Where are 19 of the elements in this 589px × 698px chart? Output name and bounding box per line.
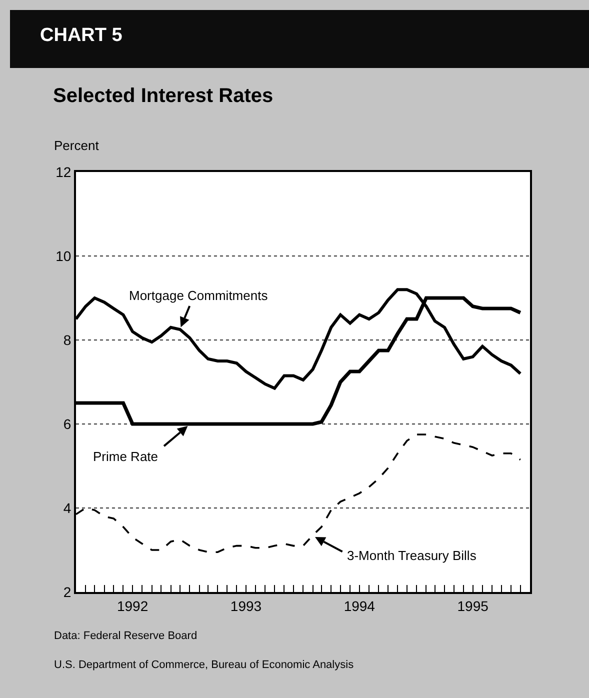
x-tick-label: 1995	[457, 598, 489, 614]
text: U.S. Department of Commerce, Bureau of Economic Analysis	[54, 659, 354, 671]
caption: CHART 5	[40, 25, 122, 47]
x-tick-label: 1994	[344, 598, 376, 614]
y-tick-label: 12	[56, 164, 72, 180]
header-banner: CHART 5	[10, 10, 589, 68]
y-tick-label: 10	[56, 248, 72, 264]
y-tick-label: 4	[63, 500, 72, 516]
x-tick-label: 1992	[116, 598, 148, 614]
text: 3-Month Treasury Bills	[347, 548, 477, 563]
x-tick-label: 1993	[230, 598, 262, 614]
chart-title: Selected Interest Rates	[53, 85, 274, 108]
text: Data: Federal Reserve Board	[54, 630, 198, 642]
y-tick-label: 6	[63, 416, 72, 432]
series-label: Mortgage Commitments	[129, 288, 268, 303]
y-axis-title: Percent	[54, 138, 100, 153]
series-label: Prime Rate	[93, 449, 158, 464]
y-tick-label: 8	[63, 332, 72, 348]
y-tick-label: 2	[63, 584, 72, 600]
